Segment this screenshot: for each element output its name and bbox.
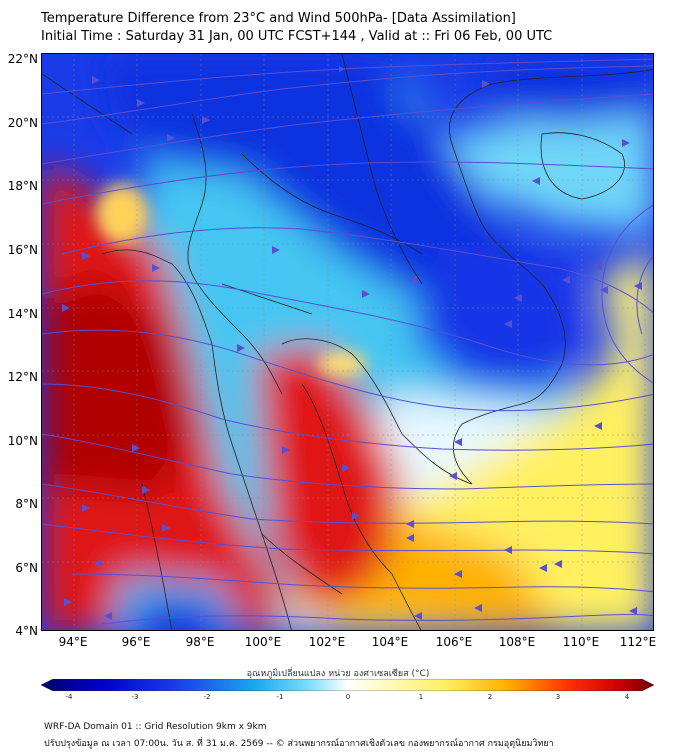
colorbar-tick: -4 [65,693,73,701]
colorbar-title: อุณหภูมิเปลี่ยนแปลง หน่วย องศาเซลเซียส (… [246,669,430,679]
lat-label-12n: 12°N [7,370,38,384]
colorbar-tick: 4 [624,693,630,701]
colorbar-tick: 2 [487,693,493,701]
lon-label-104e: 104°E [371,635,409,649]
lat-label-6n: 6°N [15,561,38,575]
wind-arrows [62,76,642,620]
colorbar-tick: 0 [345,693,351,701]
colorbar-tick: -1 [276,693,284,701]
lat-label-16n: 16°N [7,243,38,257]
graticule [42,54,653,630]
temperature-field [42,54,653,630]
colorbar-tick: 3 [555,693,561,701]
lat-label-20n: 20°N [7,116,38,130]
lon-label-96e: 96°E [121,635,151,649]
map-panel[interactable] [41,53,654,631]
map-title: Temperature Difference from 23°C and Win… [41,11,516,26]
lon-label-106e: 106°E [435,635,473,649]
map-svg [42,54,653,630]
footer-model-info: WRF-DA Domain 01 :: Grid Resolution 9km … [44,722,267,732]
lon-label-100e: 100°E [244,635,282,649]
lon-label-102e: 102°E [308,635,346,649]
lon-label-108e: 108°E [498,635,536,649]
lon-label-98e: 98°E [185,635,215,649]
colorbar [41,679,654,691]
colorbar-tick: -2 [203,693,211,701]
lat-label-14n: 14°N [7,307,38,321]
coastlines-borders [42,54,653,630]
lon-label-94e: 94°E [58,635,88,649]
footer-credit: ปรับปรุงข้อมูล ณ เวลา 07:00น. วัน ส. ที่… [44,739,554,749]
lat-label-22n: 22°N [7,52,38,66]
lon-label-112e: 112°E [619,635,657,649]
map-subtitle: Initial Time : Saturday 31 Jan, 00 UTC F… [41,29,553,44]
wind-streamlines [42,58,653,625]
lon-label-110e: 110°E [562,635,600,649]
lat-label-18n: 18°N [7,179,38,193]
lat-label-4n: 4°N [15,624,38,638]
colorbar-tick: 1 [418,693,424,701]
colorbar-tick: -3 [131,693,139,701]
lat-label-8n: 8°N [15,497,38,511]
lat-label-10n: 10°N [7,434,38,448]
